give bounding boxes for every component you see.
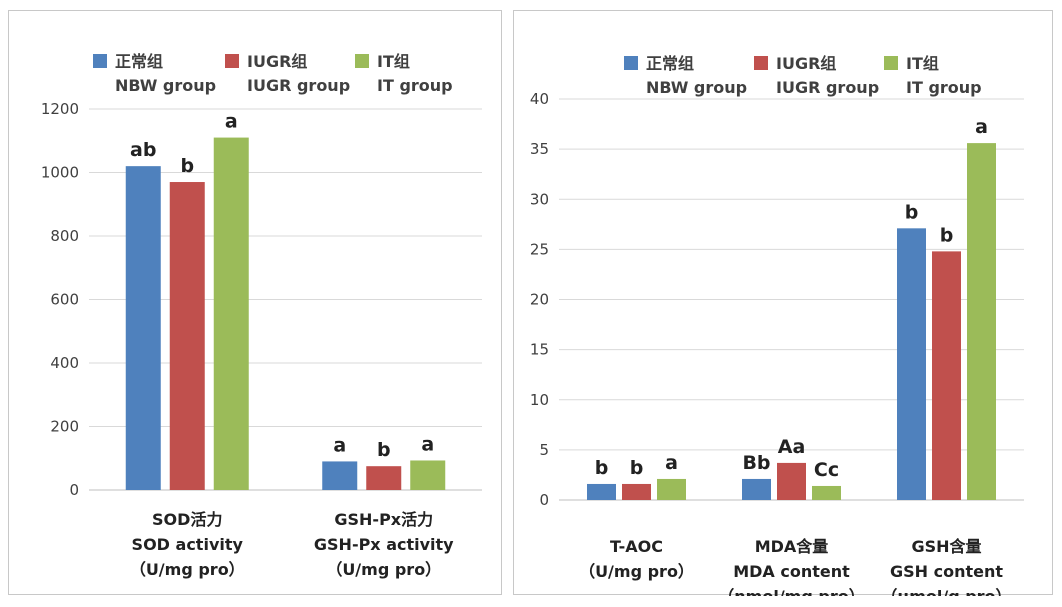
legend-swatch — [754, 56, 768, 70]
antioxidant-enzyme-chart: 0 200 400 600 800 1000 1200 正常组 NBW group IUGR组 IU… — [41, 52, 482, 579]
bar — [622, 483, 651, 500]
y-tick-label: 5 — [539, 441, 549, 459]
legend-swatch — [355, 54, 369, 68]
legend-label-zh: IT组 — [906, 54, 939, 73]
bar — [366, 466, 402, 490]
legend-swatch — [93, 54, 107, 68]
legend-label-en: NBW group — [646, 78, 747, 97]
bar — [897, 228, 926, 500]
y-tick-label: 800 — [50, 227, 79, 245]
significance-label: Aa — [778, 436, 806, 458]
category-label: SOD activity — [132, 535, 244, 554]
bar — [213, 137, 249, 490]
bar — [657, 478, 686, 500]
significance-label: b — [180, 155, 194, 177]
legend-label-en: IUGR group — [776, 78, 879, 97]
legend-label-zh: IUGR组 — [776, 54, 836, 73]
legend-label-en: IT group — [906, 78, 982, 97]
bar — [322, 461, 358, 490]
bar — [967, 143, 996, 501]
legend-label-zh: 正常组 — [115, 52, 163, 71]
legend-swatch — [225, 54, 239, 68]
y-tick-label: 40 — [530, 90, 549, 108]
y-tick-label: 0 — [539, 491, 549, 509]
bar — [169, 182, 205, 490]
significance-label: b — [940, 224, 954, 246]
bar — [410, 460, 446, 490]
legend-label-zh: 正常组 — [646, 54, 694, 73]
y-tick-label: 30 — [530, 190, 549, 208]
bar — [125, 166, 161, 490]
bar — [777, 462, 806, 500]
category-label: T-AOC — [610, 537, 663, 556]
bar — [812, 485, 841, 500]
significance-label: a — [665, 452, 678, 474]
y-tick-label: 1000 — [41, 164, 79, 182]
significance-label: b — [630, 457, 644, 479]
significance-label: a — [421, 433, 434, 455]
antioxidant-capacity-chart: 0 5 10 15 20 25 30 35 40 正常组 NBW group IUGR组 IUGR gr… — [530, 54, 1024, 596]
y-tick-label: 25 — [530, 240, 549, 258]
significance-label: Cc — [814, 459, 839, 481]
category-label: （μmol/g pro） — [881, 587, 1011, 596]
significance-label: ab — [130, 139, 156, 161]
y-tick-label: 35 — [530, 140, 549, 158]
y-tick-label: 0 — [69, 481, 79, 499]
category-label: MDA content — [733, 562, 850, 581]
significance-label: a — [333, 434, 346, 456]
legend-label-zh: IUGR组 — [247, 52, 307, 71]
bar — [587, 483, 616, 500]
significance-label: b — [377, 439, 391, 461]
significance-label: b — [595, 457, 609, 479]
y-tick-label: 1200 — [41, 100, 79, 118]
significance-label: a — [225, 111, 238, 133]
legend-label-en: NBW group — [115, 76, 216, 95]
chart-panel-right: 0 5 10 15 20 25 30 35 40 正常组 NBW group IUGR组 IUGR gr… — [513, 10, 1053, 596]
legend-label-en: IT group — [377, 76, 453, 95]
bar — [932, 251, 961, 500]
category-label: （nmol/mg pro） — [718, 587, 864, 596]
y-tick-label: 10 — [530, 391, 549, 409]
legend-label-zh: IT组 — [377, 52, 410, 71]
category-label: （U/mg pro） — [326, 560, 441, 579]
legend-swatch — [624, 56, 638, 70]
category-label: GSH含量 — [911, 537, 981, 556]
category-label: MDA含量 — [755, 537, 829, 556]
y-tick-label: 15 — [530, 341, 549, 359]
y-tick-label: 20 — [530, 291, 549, 309]
category-label: （U/mg pro） — [579, 562, 694, 581]
category-label: GSH-Px activity — [314, 535, 454, 554]
significance-label: b — [905, 201, 919, 223]
bar — [742, 478, 771, 500]
y-tick-label: 600 — [50, 291, 79, 309]
category-label: GSH-Px活力 — [334, 510, 433, 529]
legend-swatch — [884, 56, 898, 70]
category-label: SOD活力 — [152, 510, 222, 529]
significance-label: a — [975, 116, 988, 138]
y-tick-label: 200 — [50, 418, 79, 436]
chart-panel-left: 0 200 400 600 800 1000 1200 正常组 NBW group IUGR组 IU… — [8, 10, 502, 595]
y-tick-label: 400 — [50, 354, 79, 372]
significance-label: Bb — [742, 452, 770, 474]
category-label: （U/mg pro） — [130, 560, 245, 579]
legend-label-en: IUGR group — [247, 76, 350, 95]
category-label: GSH content — [890, 562, 1003, 581]
